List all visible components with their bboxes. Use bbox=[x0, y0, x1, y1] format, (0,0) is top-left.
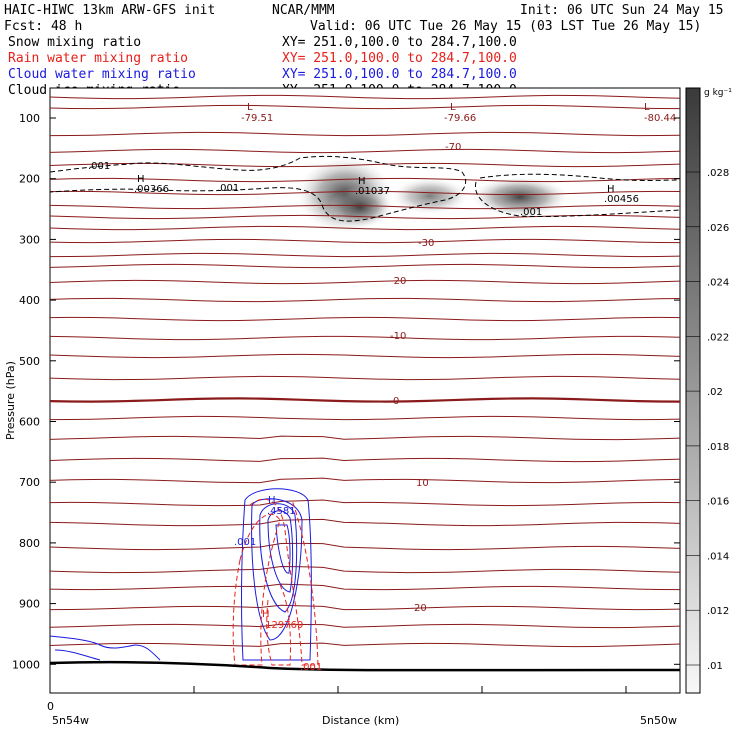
svg-text:L: L bbox=[450, 102, 456, 113]
isotherm-label-minus70: -70 bbox=[445, 142, 461, 153]
y-tick-label: 200 bbox=[19, 173, 40, 186]
ice-contour-label-right: .001 bbox=[520, 207, 542, 218]
low-label-2: -79.66 bbox=[444, 113, 476, 124]
extrema-labels: L -79.51 L -79.66 L -80.44 H .00366 H .0… bbox=[88, 102, 676, 673]
ice-contour-label-mid: .001 bbox=[217, 183, 239, 194]
colorbar bbox=[685, 87, 701, 694]
y-tick-label: 100 bbox=[19, 112, 40, 125]
high-label-rain: .129769 bbox=[262, 620, 303, 631]
isotherm-label-10: 10 bbox=[416, 478, 429, 489]
low-label-3: -80.44 bbox=[644, 113, 676, 124]
isotherm-label-minus30: -30 bbox=[418, 238, 434, 249]
field-xy-1: XY= 251.0,100.0 to 284.7,100.0 bbox=[282, 51, 517, 66]
y-tick-label: 300 bbox=[19, 233, 40, 246]
y-tick-label: 500 bbox=[19, 355, 40, 368]
isotherm-labels: -70 -30 -20 -10 0 10 20 bbox=[390, 142, 461, 614]
colorbar-tick-label: .018 bbox=[707, 442, 729, 453]
colorbar-tick-label: .016 bbox=[707, 497, 729, 508]
isotherm-label-0: 0 bbox=[393, 396, 399, 407]
colorbar-tick-label: .02 bbox=[707, 387, 723, 398]
field-name-1: Rain water mixing ratio bbox=[8, 51, 188, 66]
isotherm-label-minus10: -10 bbox=[390, 331, 406, 342]
colorbar-unit: g kg⁻¹ bbox=[704, 88, 732, 98]
field-name-2: Cloud water mixing ratio bbox=[8, 67, 196, 82]
svg-text:H: H bbox=[607, 184, 615, 195]
x-axis bbox=[49, 686, 627, 693]
svg-text:H: H bbox=[358, 176, 366, 187]
high-label-ice-2: .01037 bbox=[355, 186, 390, 197]
svg-text:H: H bbox=[268, 495, 276, 506]
x-tick-origin: 0 bbox=[47, 700, 54, 713]
high-label-ice-3: .00456 bbox=[604, 194, 639, 205]
x-left-location: 5n54w bbox=[52, 714, 89, 727]
y-tick-label: 900 bbox=[19, 598, 40, 611]
colorbar-ticks: .01 .012 .014 .016 .018 .02 .022 .024 .026 .028 bbox=[686, 168, 729, 672]
y-tick-label: 600 bbox=[19, 416, 40, 429]
colorbar-tick-label: .028 bbox=[707, 168, 729, 179]
isotherm-label-minus20: -20 bbox=[390, 276, 406, 287]
rain-contour-label: .001 bbox=[300, 662, 322, 673]
field-name-0: Snow mixing ratio bbox=[8, 35, 141, 50]
svg-text:H: H bbox=[262, 609, 270, 620]
svg-text:L: L bbox=[247, 102, 253, 113]
colorbar-tick-label: .01 bbox=[707, 661, 723, 672]
colorbar-tick-label: .022 bbox=[707, 332, 729, 343]
header-fcst: Fcst: 48 h bbox=[4, 19, 82, 34]
colorbar-tick-label: .024 bbox=[707, 278, 729, 289]
svg-text:L: L bbox=[644, 102, 650, 113]
high-label-cloud-water: .4581 bbox=[267, 506, 296, 517]
low-label-1: -79.51 bbox=[241, 113, 273, 124]
isotherm-lines bbox=[49, 94, 681, 648]
terrain-line bbox=[49, 660, 681, 672]
field-xy-0: XY= 251.0,100.0 to 284.7,100.0 bbox=[282, 35, 517, 50]
cloud-water-contour-label: .001 bbox=[234, 537, 256, 548]
high-label-ice-1: .00366 bbox=[134, 184, 169, 195]
rain-contours bbox=[232, 498, 319, 666]
colorbar-tick-label: .014 bbox=[707, 551, 729, 562]
svg-text:H: H bbox=[137, 174, 145, 185]
x-right-location: 5n50w bbox=[640, 714, 677, 727]
field-xy-2: XY= 251.0,100.0 to 284.7,100.0 bbox=[282, 67, 517, 82]
isotherm-label-20: 20 bbox=[414, 603, 427, 614]
cloud-ice-contours bbox=[49, 155, 681, 222]
y-tick-label: 1000 bbox=[12, 658, 40, 671]
ice-contour-label-left: .001 bbox=[88, 161, 110, 172]
header-valid: Valid: 06 UTC Tue 26 May 15 (03 LST Tue … bbox=[310, 19, 701, 34]
header-init: Init: 06 UTC Sun 24 May 15 bbox=[520, 3, 724, 18]
y-axis-label: Pressure (hPa) bbox=[4, 361, 17, 440]
y-tick-label: 400 bbox=[19, 294, 40, 307]
y-tick-label: 800 bbox=[19, 537, 40, 550]
colorbar-tick-label: .026 bbox=[707, 223, 729, 234]
header-title: HAIC-HIWC 13km ARW-GFS init bbox=[4, 3, 215, 18]
header-center: NCAR/MMM bbox=[272, 3, 335, 18]
y-tick-label: 700 bbox=[19, 476, 40, 489]
colorbar-tick-label: .012 bbox=[707, 606, 729, 617]
x-axis-label: Distance (km) bbox=[322, 714, 399, 727]
